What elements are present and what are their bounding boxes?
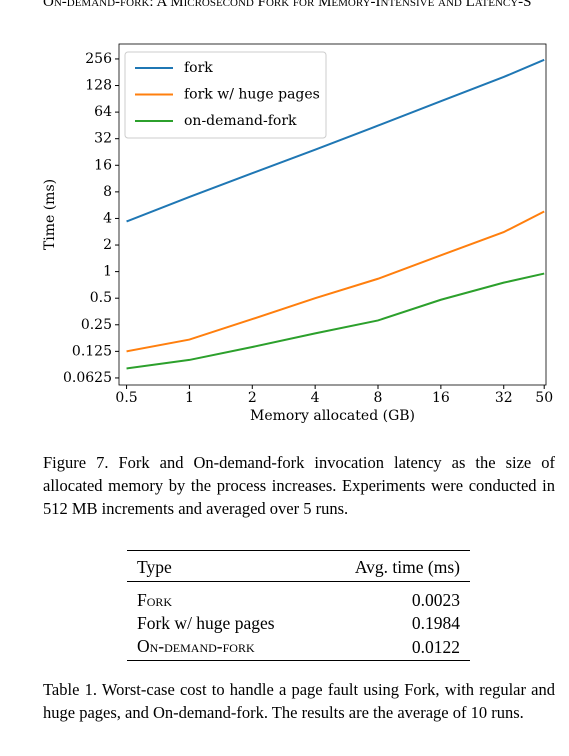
- x-tick-label: 1: [185, 390, 194, 406]
- series-line: [126, 272, 545, 370]
- chart: 0.0625 0.125 0.25 0.5 1 2 4 8 16 32 64 128 256 0.5 1 2 4…: [42, 43, 553, 424]
- header-title: On-demand-fork: A Microsecond Fork for M…: [43, 0, 532, 10]
- table-caption: Table 1. Worst-case cost to handle a pag…: [43, 680, 555, 722]
- x-tick-label: 0.5: [115, 390, 137, 406]
- table-cell: 0.0023: [411, 590, 460, 610]
- legend-label: on-demand-fork: [184, 113, 297, 129]
- legend-box: [124, 51, 327, 139]
- series-line: [126, 210, 545, 353]
- legend-label: fork w/ huge pages: [184, 87, 320, 103]
- y-tick-label: 0.5: [90, 290, 112, 306]
- y-tick-label: 32: [94, 131, 112, 147]
- y-tick-label: 16: [94, 157, 112, 173]
- y-tick-label: 8: [103, 184, 112, 200]
- x-tick-label: 4: [311, 390, 320, 406]
- y-axis-label: Time (ms): [42, 179, 58, 250]
- table-cell: 0.0122: [411, 637, 460, 657]
- y-tick-label: 1: [103, 264, 112, 280]
- y-tick-label: 0.125: [72, 343, 112, 359]
- y-tick-label: 0.0625: [63, 370, 112, 386]
- table: Type Avg. time (ms) Fork 0.0023 Fork w/ hu…: [127, 550, 470, 661]
- y-tick-label: 2: [103, 237, 112, 253]
- y-tick-label: 64: [94, 104, 112, 120]
- table-cell: Fork w/ huge pages: [137, 613, 275, 633]
- x-tick-label: 50: [535, 390, 553, 406]
- x-axis-label: Memory allocated (GB): [250, 408, 415, 424]
- plot-frame: [118, 43, 547, 386]
- x-tick-label: 16: [432, 390, 450, 406]
- legend-label: fork: [184, 60, 213, 76]
- x-tick-label: 32: [495, 390, 513, 406]
- series-line: [126, 58, 545, 223]
- y-tick-label: 0.25: [81, 317, 112, 333]
- figure-caption: Figure 7. Fork and On-demand-fork invoca…: [43, 453, 555, 518]
- table-cell: Fork: [137, 590, 173, 610]
- y-tick-label: 128: [85, 78, 112, 94]
- table-header: Type: [127, 550, 319, 582]
- table-header: Avg. time (ms): [318, 550, 470, 582]
- x-tick-label: 8: [374, 390, 383, 406]
- table-cell: On-demand-fork: [137, 636, 255, 656]
- x-tick-label: 2: [248, 390, 257, 406]
- table-cell: 0.1984: [411, 613, 460, 633]
- y-tick-label: 256: [85, 51, 112, 67]
- y-tick-label: 4: [103, 210, 112, 226]
